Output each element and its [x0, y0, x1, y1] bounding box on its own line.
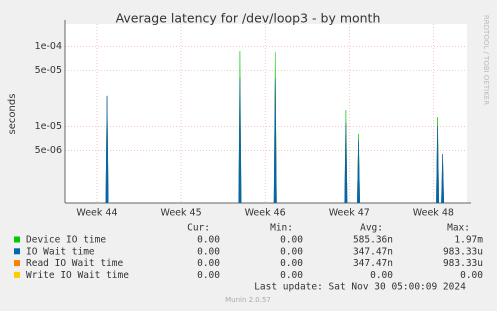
- legend-entry: IO Wait time: [26, 246, 95, 257]
- legend-entry: Read IO Wait time: [26, 258, 124, 269]
- legend-entry: Device IO time: [26, 235, 106, 246]
- footer: Munin 2.0.57: [225, 296, 271, 304]
- stat-value: 0.00: [280, 258, 303, 269]
- stat-value: 0.00: [197, 235, 220, 246]
- y-tick-label: 5e-05: [35, 65, 62, 76]
- spike: [441, 154, 445, 204]
- plot-area: [65, 24, 467, 203]
- spike: [273, 78, 277, 204]
- side-label: RRDTOOL / TOBI OETIKER: [482, 15, 490, 105]
- stat-value: 0.00: [197, 270, 220, 281]
- legend-swatch: [14, 271, 20, 278]
- stat-header: Cur:: [187, 223, 210, 234]
- y-axis-label: seconds: [7, 94, 18, 135]
- stat-value: 0.00: [280, 235, 303, 246]
- stat-header: Avg:: [360, 223, 383, 234]
- spike: [344, 122, 348, 204]
- legend-swatch: [14, 236, 20, 243]
- x-tick-label: Week 46: [245, 208, 286, 219]
- legend-entry: Write IO Wait time: [26, 270, 129, 281]
- chart-title: Average latency for /dev/loop3 - by mont…: [116, 11, 381, 26]
- stat-value: 983.33u: [443, 258, 483, 269]
- legend-swatch: [14, 260, 20, 267]
- stat-value: 585.36n: [353, 235, 393, 246]
- spike: [105, 95, 109, 204]
- stat-value: 0.00: [197, 258, 220, 269]
- y-tick-label: 1e-05: [35, 121, 62, 132]
- stat-value: 0.00: [370, 270, 393, 281]
- stat-value: 983.33u: [443, 246, 483, 257]
- stat-value: 0.00: [280, 246, 303, 257]
- x-tick-label: Week 48: [413, 208, 454, 219]
- y-tick-label: 1e-04: [35, 41, 62, 52]
- spike: [238, 78, 242, 204]
- stat-value: 0.00: [460, 270, 483, 281]
- spike: [436, 126, 440, 204]
- x-tick-label: Week 47: [329, 208, 370, 219]
- x-tick-label: Week 44: [76, 208, 117, 219]
- spike: [357, 141, 360, 204]
- stat-value: 347.47n: [353, 258, 393, 269]
- x-tick-label: Week 45: [160, 208, 201, 219]
- stat-value: 1.97m: [454, 235, 483, 246]
- stat-value: 0.00: [280, 270, 303, 281]
- legend-swatch: [14, 248, 20, 255]
- y-tick-label: 5e-06: [35, 145, 62, 156]
- last-update: Last update: Sat Nov 30 05:00:09 2024: [254, 282, 466, 293]
- stat-value: 0.00: [197, 246, 220, 257]
- stat-header: Max:: [447, 223, 470, 234]
- stat-value: 347.47n: [353, 246, 393, 257]
- stat-header: Min:: [270, 223, 293, 234]
